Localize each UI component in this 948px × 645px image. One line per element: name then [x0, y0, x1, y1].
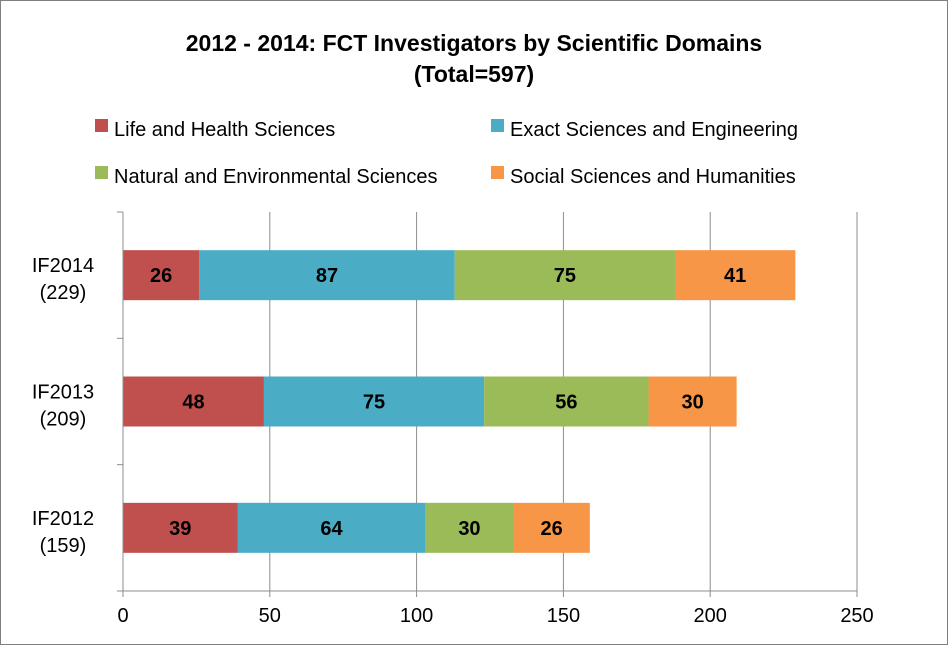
chart-subtitle: (Total=597) — [414, 61, 534, 87]
legend-label: Natural and Environmental Sciences — [114, 166, 438, 188]
bar-segment — [199, 250, 455, 301]
legend-label: Social Sciences and Humanities — [510, 166, 796, 188]
bar-segment — [674, 250, 796, 301]
x-tick-label: 50 — [259, 605, 281, 627]
legend-swatch — [95, 166, 108, 179]
bar-segment — [123, 250, 200, 301]
x-tick-label: 0 — [117, 605, 128, 627]
x-tick-label: 150 — [547, 605, 580, 627]
category-label: IF2014 — [32, 255, 94, 277]
data-label: 56 — [555, 392, 577, 414]
category-label: IF2012 — [32, 508, 94, 530]
category-total-label: (229) — [40, 282, 87, 304]
data-label: 48 — [182, 392, 204, 414]
category-total-label: (209) — [40, 409, 87, 431]
x-tick-label: 200 — [694, 605, 727, 627]
chart-title: 2012 - 2014: FCT Investigators by Scient… — [186, 30, 762, 56]
bar-segment — [425, 502, 514, 553]
data-label: 41 — [724, 265, 746, 287]
data-label: 64 — [320, 518, 343, 540]
axes: 0 50 100 150 200 250 IF2014 (229) IF2013 (209) IF2… — [32, 211, 874, 627]
data-label: 26 — [150, 265, 172, 287]
data-label: 26 — [541, 518, 563, 540]
bar-segment — [237, 502, 426, 553]
x-tick-label: 250 — [840, 605, 873, 627]
data-label: 75 — [363, 392, 385, 414]
bar-segment — [123, 502, 238, 553]
data-label: 39 — [169, 518, 191, 540]
bar-segment — [513, 502, 590, 553]
bar-segment — [454, 250, 675, 301]
x-tick-label: 100 — [400, 605, 433, 627]
data-label: 75 — [554, 265, 576, 287]
data-label: 87 — [316, 265, 338, 287]
bar-segment — [648, 376, 737, 427]
legend-label: Exact Sciences and Engineering — [510, 119, 798, 141]
category-total-label: (159) — [40, 535, 87, 557]
data-label: 30 — [458, 518, 480, 540]
legend-swatch — [491, 119, 504, 132]
bar-segment — [484, 376, 649, 427]
legend-swatch — [491, 166, 504, 179]
legend: Life and Health Sciences Exact Sciences a… — [95, 119, 798, 188]
bar-segment — [263, 376, 485, 427]
bar-segment — [123, 376, 264, 427]
legend-swatch — [95, 119, 108, 132]
category-label: IF2013 — [32, 382, 94, 404]
bars: 26 87 75 41 48 75 56 30 39 64 30 26 — [123, 250, 796, 553]
data-label: 30 — [681, 392, 703, 414]
legend-label: Life and Health Sciences — [114, 119, 335, 141]
